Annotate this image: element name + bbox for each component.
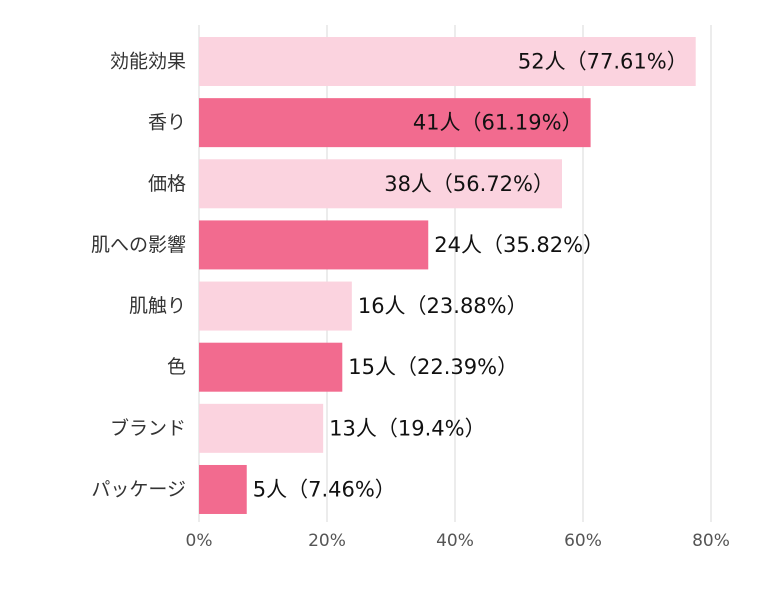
- bar-layer: [199, 37, 696, 514]
- x-tick-label: 40%: [436, 531, 474, 551]
- x-tick-label: 80%: [692, 531, 730, 551]
- bar: [199, 403, 324, 453]
- data-label: 15人（22.39%）: [348, 355, 518, 379]
- bar: [199, 342, 343, 392]
- x-tick-label: 60%: [564, 531, 602, 551]
- category-label: 効能効果: [110, 51, 186, 73]
- x-tick-label: 0%: [186, 531, 213, 551]
- category-label: ブランド: [110, 416, 186, 439]
- bar: [199, 98, 591, 148]
- category-label: 肌触り: [129, 295, 186, 317]
- category-label: 香り: [148, 112, 186, 134]
- category-label: 色: [167, 356, 186, 378]
- bar: [199, 281, 352, 331]
- bar: [199, 159, 563, 209]
- data-label: 24人（35.82%）: [434, 233, 604, 257]
- category-label: パッケージ: [91, 478, 186, 500]
- data-label: 5人（7.46%）: [253, 477, 396, 501]
- data-label: 13人（19.4%）: [329, 416, 485, 440]
- category-label: 肌への影響: [91, 234, 186, 256]
- label-layer: 効能効果 52人（77.61%） 香り 41人（61.19%） 価格 38人（56.72%…: [91, 50, 688, 502]
- category-label: 価格: [148, 173, 186, 195]
- bar: [199, 37, 696, 86]
- x-tick-label: 20%: [308, 531, 346, 551]
- data-label: 38人（56.72%）: [384, 172, 554, 196]
- data-label: 41人（61.19%）: [413, 111, 583, 135]
- bar: [199, 220, 429, 270]
- data-label: 16人（23.88%）: [358, 294, 528, 318]
- x-axis-ticks: 0% 20% 40% 60% 80%: [186, 531, 730, 551]
- bar: [199, 464, 247, 514]
- data-label: 52人（77.61%）: [518, 50, 688, 74]
